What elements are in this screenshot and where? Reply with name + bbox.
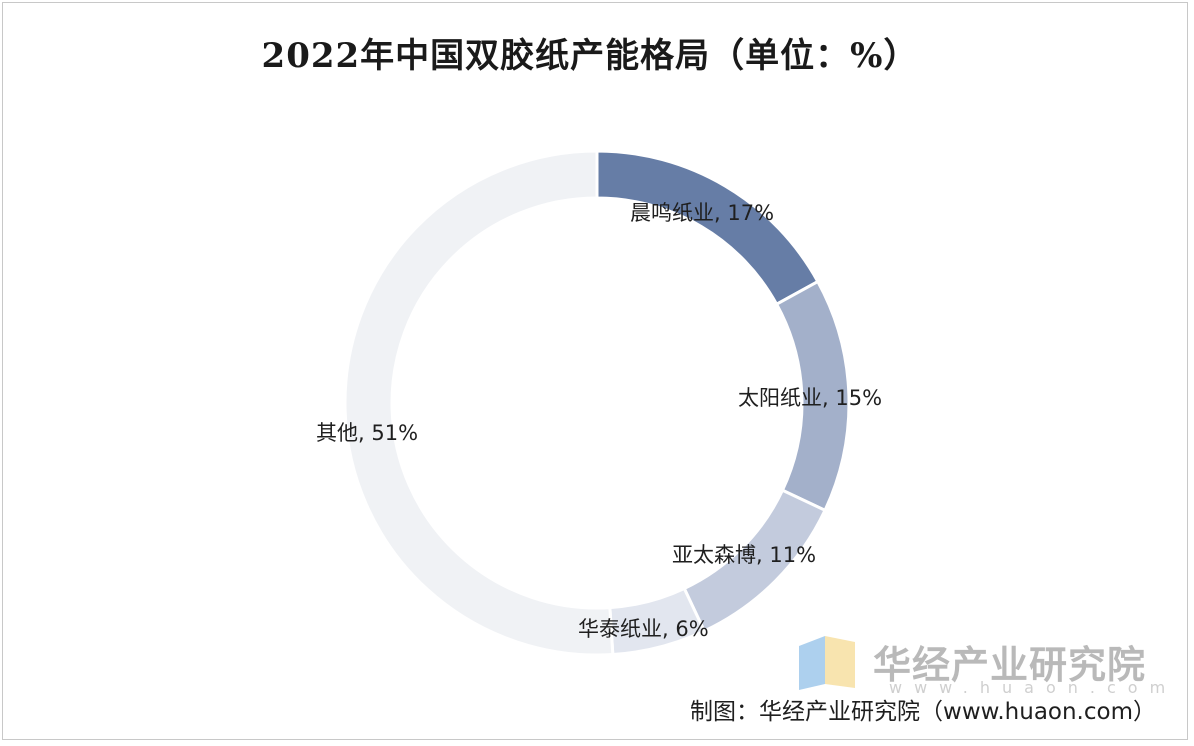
watermark-text: 华经产业研究院 (873, 643, 1147, 687)
huaon-logo-icon (799, 636, 855, 690)
watermark-url: www.huaon.com (889, 678, 1178, 697)
donut-slice-5 (343, 149, 615, 657)
slice-label-1: 晨鸣纸业, 17% (630, 201, 774, 225)
donut-slices (343, 149, 851, 657)
donut-slice-1 (595, 149, 820, 307)
slice-label-2: 太阳纸业, 15% (738, 386, 882, 410)
slice-labels: 晨鸣纸业, 17% 太阳纸业, 15% 亚太森博, 11% 华泰纸业, 6% 其他, 5… (316, 201, 882, 641)
slice-label-3: 亚太森博, 11% (672, 543, 816, 567)
slice-label-5: 其他, 51% (316, 421, 418, 445)
source-note: 制图：华经产业研究院（www.huaon.com） (690, 699, 1156, 725)
slice-label-4: 华泰纸业, 6% (578, 617, 709, 641)
chart-title: 2022年中国双胶纸产能格局（单位：%） (261, 36, 919, 76)
watermark: 华经产业研究院 www.huaon.com (795, 632, 1165, 697)
